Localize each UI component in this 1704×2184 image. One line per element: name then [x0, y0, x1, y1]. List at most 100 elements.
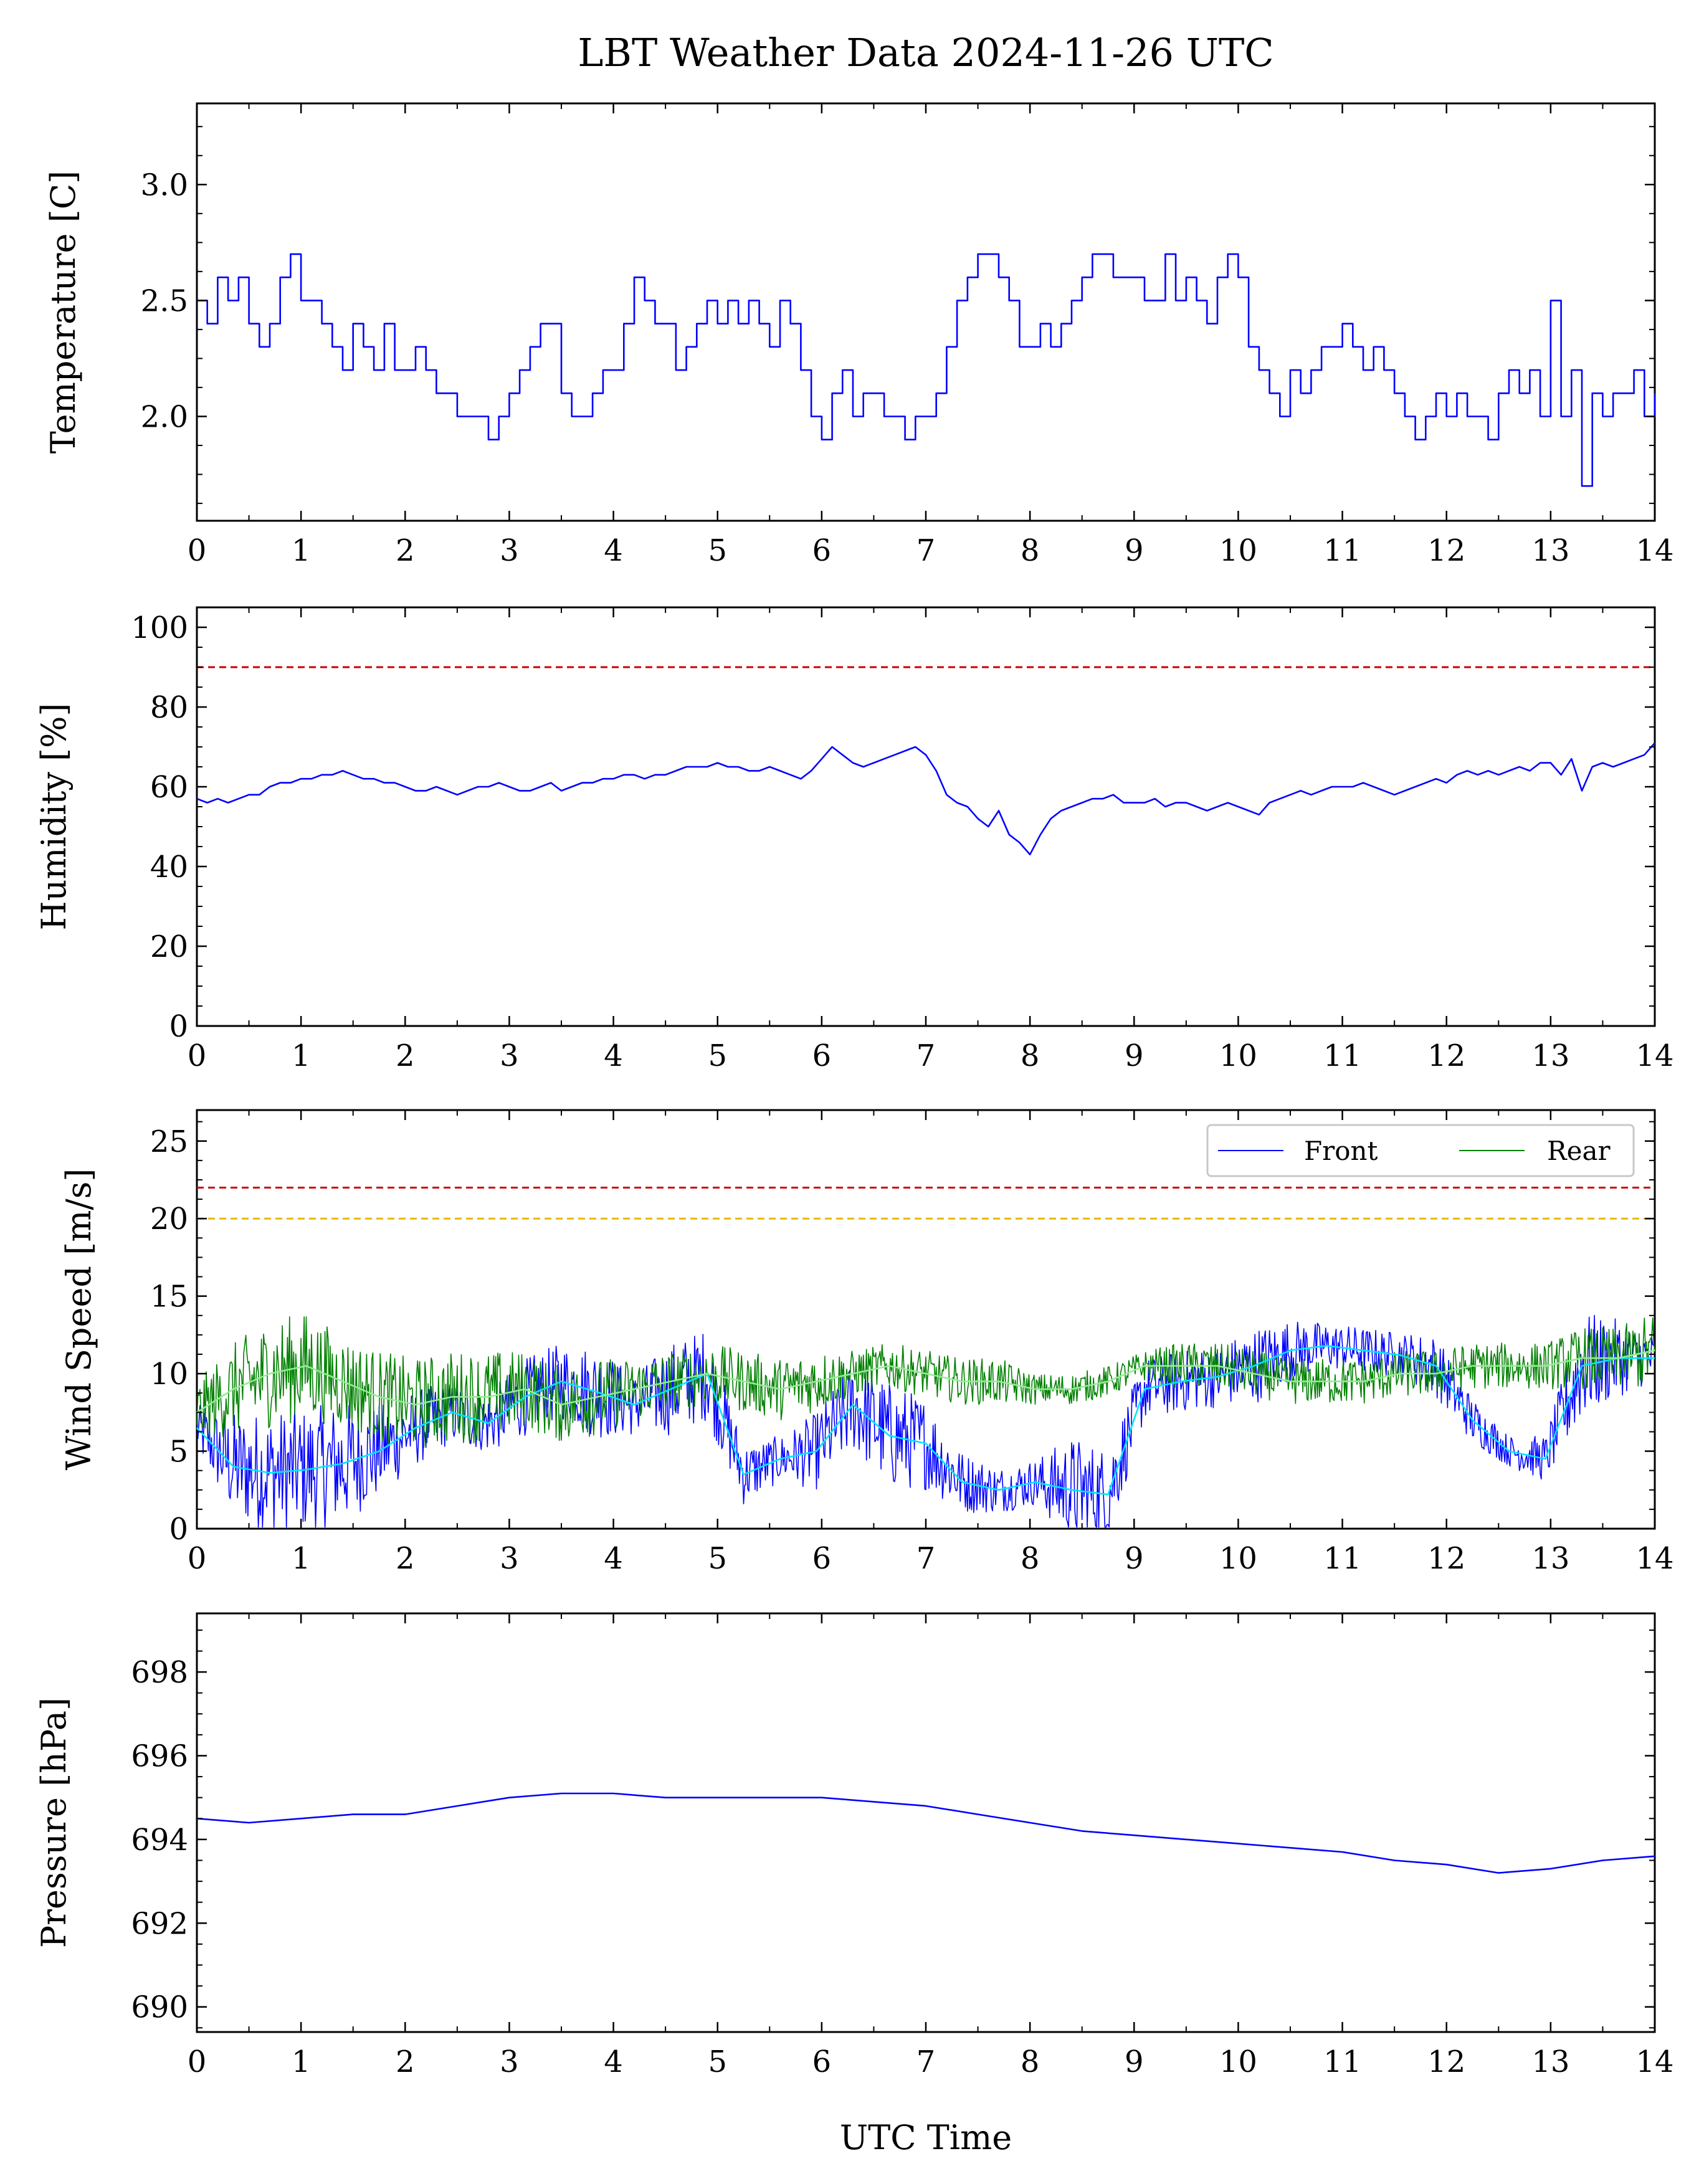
x-tick-label: 1	[292, 533, 311, 568]
pressure-xlabel: UTC Time	[840, 2118, 1012, 2157]
x-tick-label: 2	[396, 1038, 415, 1073]
pressure-marks	[196, 1792, 1655, 1874]
x-tick-label: 1	[292, 1541, 311, 1576]
x-tick-label: 5	[708, 1541, 727, 1576]
x-tick-label: 7	[916, 1541, 936, 1576]
x-tick-label: 4	[604, 1038, 623, 1073]
temperature-ticks: 0 1 2 3 4 5 6 7 8 9 10 11 12 13 142.02.53.0	[141, 103, 1674, 568]
y-tick-label: 698	[131, 1655, 188, 1690]
x-tick-label: 12	[1427, 1038, 1465, 1073]
x-tick-label: 14	[1635, 2044, 1673, 2079]
x-tick-label: 4	[604, 533, 623, 568]
y-tick-label: 25	[150, 1124, 188, 1159]
x-tick-label: 9	[1125, 2044, 1144, 2079]
x-tick-label: 3	[500, 1541, 519, 1576]
front-series-line	[196, 1314, 1655, 1528]
x-tick-label: 10	[1219, 1541, 1257, 1576]
x-tick-label: 12	[1427, 2044, 1465, 2079]
x-tick-label: 12	[1427, 533, 1465, 568]
temperature-marks	[197, 253, 1656, 487]
x-tick-label: 13	[1531, 2044, 1569, 2079]
x-tick-label: 12	[1427, 1541, 1465, 1576]
x-tick-label: 0	[188, 2044, 207, 2079]
y-tick-label: 20	[150, 929, 188, 964]
x-tick-label: 11	[1323, 2044, 1361, 2079]
humidity-marks	[196, 666, 1655, 856]
x-tick-label: 5	[708, 533, 727, 568]
x-tick-label: 1	[292, 1038, 311, 1073]
y-tick-label: 40	[150, 850, 188, 885]
x-tick-label: 10	[1219, 533, 1257, 568]
x-tick-label: 10	[1219, 2044, 1257, 2079]
x-tick-label: 0	[188, 533, 207, 568]
y-tick-label: 0	[169, 1512, 188, 1547]
legend-label-front: Front	[1304, 1136, 1378, 1166]
y-tick-label: 80	[150, 690, 188, 725]
wind-speed-ylabel: Wind Speed [m/s]	[59, 1169, 98, 1471]
x-tick-label: 5	[708, 1038, 727, 1073]
x-tick-label: 2	[396, 1541, 415, 1576]
x-tick-label: 4	[604, 2044, 623, 2079]
trend-3-series-line	[196, 1349, 1655, 1413]
x-tick-label: 9	[1125, 533, 1144, 568]
y-tick-label: 2.5	[141, 283, 188, 318]
x-tick-label: 8	[1021, 2044, 1040, 2079]
x-tick-label: 13	[1531, 1541, 1569, 1576]
x-tick-label: 8	[1021, 1541, 1040, 1576]
humidity-ylabel: Humidity [%]	[34, 703, 74, 930]
wind-speed-marks	[196, 1186, 1655, 1528]
y-tick-label: 10	[150, 1357, 188, 1392]
x-tick-label: 3	[500, 2044, 519, 2079]
x-tick-label: 6	[812, 533, 832, 568]
x-tick-label: 7	[916, 1038, 936, 1073]
wind-legend: Front Rear	[1206, 1124, 1635, 1177]
x-tick-label: 11	[1323, 1541, 1361, 1576]
y-tick-label: 15	[150, 1280, 188, 1314]
x-tick-label: 13	[1531, 1038, 1569, 1073]
x-tick-label: 1	[292, 2044, 311, 2079]
x-tick-label: 6	[812, 2044, 832, 2079]
x-tick-label: 0	[188, 1541, 207, 1576]
y-tick-label: 696	[131, 1739, 188, 1773]
x-tick-label: 5	[708, 2044, 727, 2079]
legend-box	[1206, 1124, 1635, 1177]
y-tick-label: 100	[131, 610, 188, 645]
trend-0-series-line	[196, 742, 1655, 856]
legend-label-rear: Rear	[1547, 1136, 1611, 1166]
x-tick-label: 8	[1021, 533, 1040, 568]
y-tick-label: 5	[169, 1435, 188, 1469]
y-tick-label: 690	[131, 1990, 188, 2025]
x-tick-label: 14	[1635, 1038, 1673, 1073]
figure-title: LBT Weather Data 2024-11-26 UTC	[578, 30, 1273, 75]
y-tick-label: 60	[150, 770, 188, 805]
x-tick-label: 7	[916, 2044, 936, 2079]
x-tick-label: 4	[604, 1541, 623, 1576]
trend-0-series-line	[197, 253, 1656, 487]
x-tick-label: 14	[1635, 533, 1673, 568]
x-tick-label: 8	[1021, 1038, 1040, 1073]
x-tick-label: 6	[812, 1038, 832, 1073]
y-tick-label: 692	[131, 1906, 188, 1941]
y-tick-label: 3.0	[141, 168, 188, 202]
x-tick-label: 10	[1219, 1038, 1257, 1073]
x-tick-label: 13	[1531, 533, 1569, 568]
y-tick-label: 20	[150, 1202, 188, 1237]
x-tick-label: 11	[1323, 1038, 1361, 1073]
x-tick-label: 2	[396, 533, 415, 568]
y-tick-label: 2.0	[141, 400, 188, 435]
pressure-ylabel: Pressure [hPa]	[34, 1697, 74, 1948]
x-tick-label: 3	[500, 533, 519, 568]
x-tick-label: 14	[1635, 1541, 1673, 1576]
x-tick-label: 2	[396, 2044, 415, 2079]
trend-0-series-line	[196, 1792, 1655, 1874]
x-tick-label: 6	[812, 1541, 832, 1576]
y-tick-label: 694	[131, 1823, 188, 1858]
x-tick-label: 7	[916, 533, 936, 568]
